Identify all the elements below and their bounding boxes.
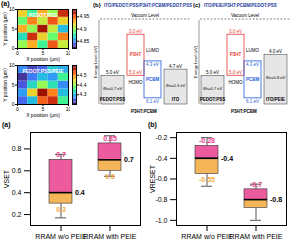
svg-text:0: 0	[16, 106, 19, 112]
svg-text:0.6: 0.6	[105, 173, 115, 180]
svg-text:Φh=0.7 eV: Φh=0.7 eV	[203, 86, 223, 91]
svg-text:LUMO: LUMO	[146, 48, 160, 53]
svg-text:4.0 eV: 4.0 eV	[269, 49, 282, 54]
svg-text:4.9: 4.9	[80, 26, 87, 32]
svg-text:5.0 eV: 5.0 eV	[129, 70, 142, 75]
svg-text:0.7: 0.7	[56, 151, 66, 158]
svg-text:5: 5	[41, 106, 45, 113]
svg-text:RRAM w/o PEIE: RRAM w/o PEIE	[35, 233, 87, 240]
svg-text:LUMO: LUMO	[246, 48, 260, 53]
svg-text:P3HT:PCBM: P3HT:PCBM	[131, 109, 157, 114]
svg-text:0: 0	[12, 101, 15, 107]
svg-text:PEDOT:PSS: PEDOT:PSS	[200, 97, 226, 102]
svg-text:3.0 eV: 3.0 eV	[129, 29, 142, 34]
svg-text:5: 5	[12, 26, 15, 32]
svg-text:Vacuum Level: Vacuum Level	[231, 13, 259, 18]
svg-text:RRAM with PEIE: RRAM with PEIE	[230, 233, 283, 240]
svg-text:RRAM w/o PEIE: RRAM w/o PEIE	[181, 233, 233, 240]
html-text:(a): (a)	[2, 121, 11, 128]
svg-text:ITO/PEIE/P3HT:PCBM/PEDOT:PSS: ITO/PEIE/P3HT:PCBM/PEDOT:PSS	[204, 3, 277, 8]
svg-text:Y position (μm): Y position (μm)	[2, 12, 8, 46]
svg-text:ITO/PEDOT:PSS/P3HT:PCBM/PEDOT:: ITO/PEDOT:PSS/P3HT:PCBM/PEDOT:PSS	[104, 3, 192, 8]
svg-text:-0.55: -0.55	[199, 176, 215, 183]
svg-text:Vacuum Level: Vacuum Level	[131, 13, 159, 18]
svg-text:4.3: 4.3	[80, 91, 87, 97]
svg-text:Φe=0.3 eV: Φe=0.3 eV	[166, 83, 186, 88]
svg-text:(b): (b)	[93, 2, 101, 8]
svg-text:4.3 eV: 4.3 eV	[146, 62, 159, 67]
svg-text:VRESET: VRESET	[149, 164, 156, 193]
svg-text:0.8: 0.8	[12, 145, 22, 152]
svg-text:PEDOT:PSS: PEDOT:PSS	[29, 12, 58, 18]
svg-text:0.85: 0.85	[103, 135, 117, 142]
svg-text:0.6: 0.6	[12, 167, 22, 174]
svg-text:10: 10	[9, 62, 15, 68]
svg-text:PCBM: PCBM	[146, 77, 160, 82]
svg-text:5: 5	[41, 50, 45, 56]
svg-text:-0.2: -0.2	[155, 134, 167, 141]
svg-text:10: 10	[65, 50, 72, 56]
svg-text:5.0 eV: 5.0 eV	[106, 70, 119, 75]
svg-text:X position (μm): X position (μm)	[26, 112, 60, 118]
svg-text:-0.7: -0.7	[250, 181, 262, 188]
svg-text:P3HT:PCBM: P3HT:PCBM	[231, 109, 257, 114]
svg-text:HOMO: HOMO	[129, 80, 143, 85]
svg-text:RRAM with PEIE: RRAM with PEIE	[84, 233, 137, 240]
html-text:(b): (b)	[148, 121, 157, 128]
svg-text:4.85: 4.85	[80, 38, 90, 44]
svg-text:X position (μm): X position (μm)	[26, 56, 60, 62]
svg-text:(c): (c)	[193, 2, 200, 8]
svg-text:6.1 eV: 6.1 eV	[146, 99, 159, 104]
svg-text:5.0 eV: 5.0 eV	[206, 70, 219, 75]
svg-text:Φh=0.7 eV: Φh=0.7 eV	[103, 86, 123, 91]
svg-text:5.0 eV: 5.0 eV	[229, 70, 242, 75]
svg-text:0.2: 0.2	[12, 211, 22, 218]
html-text:(a): (a)	[1, 0, 10, 7]
svg-text:4.7 eV: 4.7 eV	[169, 64, 182, 69]
svg-text:Φe=0.8 eV: Φe=0.8 eV	[266, 75, 286, 80]
svg-text:VSET: VSET	[3, 169, 10, 188]
svg-text:Energy Level (eV): Energy Level (eV)	[93, 45, 98, 78]
svg-text:-0.8: -0.8	[155, 196, 167, 203]
svg-text:0.7: 0.7	[124, 156, 134, 163]
svg-text:-0.4: -0.4	[155, 155, 167, 162]
svg-text:PCBM: PCBM	[246, 77, 260, 82]
svg-text:ITO: ITO	[172, 97, 180, 102]
svg-text:4.4: 4.4	[80, 82, 87, 88]
svg-text:P3HT: P3HT	[230, 52, 242, 57]
svg-text:-0.4: -0.4	[221, 155, 233, 162]
svg-text:ITO/PEIE: ITO/PEIE	[266, 97, 285, 102]
svg-text:0: 0	[16, 50, 19, 56]
svg-text:4.3 eV: 4.3 eV	[246, 62, 259, 67]
svg-text:Energy Level (eV): Energy Level (eV)	[193, 45, 198, 78]
svg-text:10: 10	[9, 6, 15, 12]
svg-text:-1.0: -1.0	[155, 217, 167, 224]
svg-text:0: 0	[12, 45, 15, 51]
svg-text:4.5: 4.5	[80, 72, 87, 78]
svg-text:0.4: 0.4	[12, 189, 22, 196]
svg-text:6.1 eV: 6.1 eV	[246, 99, 259, 104]
svg-text:P3HT: P3HT	[130, 52, 142, 57]
svg-text:-0.8: -0.8	[270, 196, 282, 203]
svg-text:PEDOT:PSS/PEIE: PEDOT:PSS/PEIE	[22, 68, 64, 74]
svg-text:Y position (μm): Y position (μm)	[2, 68, 8, 102]
svg-text:PEDOT:PSS: PEDOT:PSS	[100, 97, 126, 102]
svg-text:5: 5	[12, 82, 15, 88]
svg-text:3.0 eV: 3.0 eV	[229, 29, 242, 34]
svg-text:10: 10	[65, 106, 72, 113]
svg-text:-0.6: -0.6	[155, 175, 167, 182]
svg-text:0.4: 0.4	[75, 189, 85, 196]
svg-text:0.3: 0.3	[56, 206, 66, 213]
svg-text:4.95: 4.95	[80, 13, 90, 19]
svg-text:-0.28: -0.28	[199, 137, 215, 144]
svg-text:HOMO: HOMO	[229, 80, 243, 85]
